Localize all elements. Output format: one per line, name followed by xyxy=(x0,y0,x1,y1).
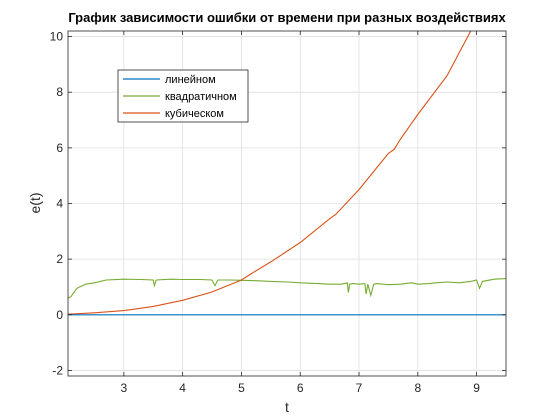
x-tick-label: 6 xyxy=(297,381,304,395)
legend-label: кубическом xyxy=(165,108,224,120)
y-tick-label: 10 xyxy=(50,30,64,44)
x-tick-label: 4 xyxy=(179,381,186,395)
legend-label: линейном xyxy=(165,74,216,86)
series-layer xyxy=(68,31,506,316)
legend: линейном квадратичном кубическом xyxy=(117,69,249,123)
legend-label: квадратичном xyxy=(165,91,237,103)
y-tick-label: 2 xyxy=(56,252,63,266)
x-axis-label: t xyxy=(285,399,289,415)
chart-title: График зависимости ошибки от времени при… xyxy=(68,10,506,25)
y-tick-label: 4 xyxy=(56,197,63,211)
ticks: 3 4 5 6 7 8 9 -2 0 2 4 6 8 10 xyxy=(50,30,506,395)
x-tick-label: 7 xyxy=(356,381,363,395)
y-tick-label: -2 xyxy=(52,363,63,377)
series-line-1 xyxy=(68,278,506,299)
x-tick-label: 9 xyxy=(473,381,480,395)
y-axis-label: e(t) xyxy=(27,193,43,214)
y-tick-label: 0 xyxy=(56,308,63,322)
x-tick-label: 3 xyxy=(121,381,128,395)
x-tick-label: 5 xyxy=(238,381,245,395)
y-tick-label: 8 xyxy=(56,85,63,99)
y-tick-label: 6 xyxy=(56,141,63,155)
x-tick-label: 8 xyxy=(414,381,421,395)
series-line-2 xyxy=(68,31,472,315)
